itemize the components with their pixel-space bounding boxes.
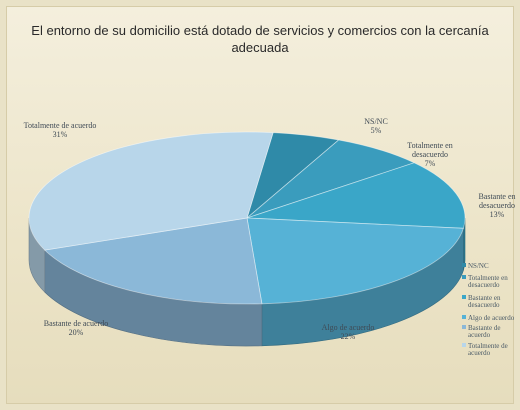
pie-slice xyxy=(246,162,466,229)
pie-slice xyxy=(28,131,274,251)
legend-label: Bastante en xyxy=(468,294,501,302)
legend-label: desacuerdo xyxy=(468,301,500,309)
legend-swatch xyxy=(462,325,466,329)
legend-swatch xyxy=(462,295,466,299)
slice-label: Bastante de acuerdo xyxy=(44,319,108,328)
legend-label: acuerdo xyxy=(468,331,491,339)
legend-swatch xyxy=(462,315,466,319)
slice-label: 31% xyxy=(53,130,68,139)
legend-label: desacuerdo xyxy=(468,281,500,289)
legend-label: Bastante de xyxy=(468,324,500,332)
legend-label: Totalmente de xyxy=(468,342,508,350)
legend-swatch xyxy=(462,275,466,279)
slice-label: desacuerdo xyxy=(479,201,515,210)
legend-swatch xyxy=(462,343,466,347)
legend-label: acuerdo xyxy=(468,349,491,357)
legend-label: Totalmente en xyxy=(468,274,508,282)
slice-label: 13% xyxy=(490,210,505,219)
slice-label: 5% xyxy=(371,126,382,135)
legend-label: NS/NC xyxy=(468,262,489,270)
slice-label: NS/NC xyxy=(364,117,388,126)
pie-slice xyxy=(43,217,263,305)
slice-label: 20% xyxy=(69,328,84,337)
slice-label: 7% xyxy=(425,159,436,168)
slice-label: 22% xyxy=(341,332,356,341)
slice-label: Totalmente de acuerdo xyxy=(24,121,97,130)
legend-label: Algo de acuerdo xyxy=(468,314,515,322)
slice-label: Bastante en xyxy=(478,192,515,201)
slice-label: desacuerdo xyxy=(412,150,448,159)
legend-swatch xyxy=(462,263,466,267)
chart-title: El entorno de su domicilio está dotado d… xyxy=(31,23,489,55)
slice-label: Totalmente en xyxy=(407,141,452,150)
slice-label: Algo de acuerdo xyxy=(322,323,375,332)
pie-slice xyxy=(246,217,464,305)
